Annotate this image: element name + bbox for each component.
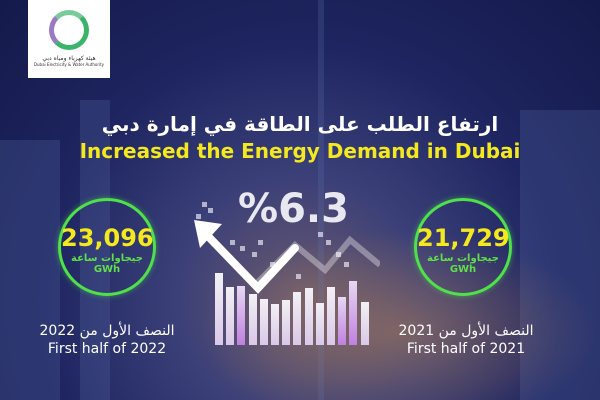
growth-percentage: %6.3: [238, 186, 349, 232]
period-arabic: النصف الأول من 2022: [39, 323, 175, 339]
decorative-bar: [327, 287, 335, 345]
dewa-logo: هيئة كهرباء ومياه دبي Dubai Electricity …: [28, 0, 110, 78]
period-arabic: النصف الأول من 2021: [398, 323, 534, 339]
decorative-bar: [215, 273, 223, 345]
value-2022: 23,096: [61, 224, 154, 252]
decorative-pixel: [318, 232, 323, 237]
decorative-bar: [338, 297, 347, 345]
period-english: First half of 2021: [406, 341, 526, 357]
decorative-pixel: [196, 214, 201, 219]
unit-english: GWh: [449, 264, 477, 275]
decorative-bar: [293, 292, 302, 345]
stat-circle-2021: 21,729 جيجاوات ساعة GWh: [414, 198, 512, 296]
unit-arabic: جيجاوات ساعة: [427, 253, 499, 264]
decorative-pixel: [326, 240, 331, 245]
decorative-pixel: [240, 246, 245, 251]
decorative-pixel: [208, 208, 213, 213]
logo-arabic: هيئة كهرباء ومياه دبي: [42, 55, 96, 62]
decorative-bar: [304, 288, 313, 345]
decorative-bar: [271, 304, 279, 345]
trend-arrow-icon: [194, 220, 380, 294]
decorative-pixel: [252, 252, 257, 257]
decorative-bar: [349, 281, 358, 345]
title-english: Increased the Energy Demand in Dubai: [79, 139, 521, 163]
decorative-bar: [226, 287, 235, 345]
logo-ring-icon: [49, 10, 89, 50]
decorative-bar: [282, 300, 291, 345]
stat-circle-2022: 23,096 جيجاوات ساعة GWh: [58, 198, 156, 296]
decorative-pixel: [230, 240, 235, 245]
unit-arabic: جيجاوات ساعة: [71, 253, 143, 264]
decorative-pixel: [258, 240, 263, 245]
decorative-bar: [360, 302, 369, 345]
tower: [318, 0, 324, 400]
period-2022: النصف الأول من 2022 First half of 2022: [7, 322, 207, 358]
period-2021: النصف الأول من 2021 First half of 2021: [366, 322, 566, 358]
building: [0, 140, 60, 400]
decorative-bar: [315, 303, 324, 345]
decorative-pixel: [344, 262, 349, 267]
decorative-pixel: [336, 252, 341, 257]
building: [520, 110, 600, 400]
decorative-pixel: [296, 274, 301, 279]
value-2021: 21,729: [417, 224, 510, 252]
decorative-bar: [237, 286, 246, 345]
decorative-bar: [259, 299, 268, 345]
decorative-pixel: [270, 262, 275, 267]
period-english: First half of 2022: [47, 341, 167, 357]
decorative-bar: [248, 294, 257, 345]
decorative-pixel: [202, 202, 207, 207]
title-arabic: ارتفاع الطلب على الطاقة في إمارة دبي: [101, 112, 499, 136]
logo-english: Dubai Electricity & Water Authority: [33, 62, 105, 67]
unit-english: GWh: [93, 264, 121, 275]
